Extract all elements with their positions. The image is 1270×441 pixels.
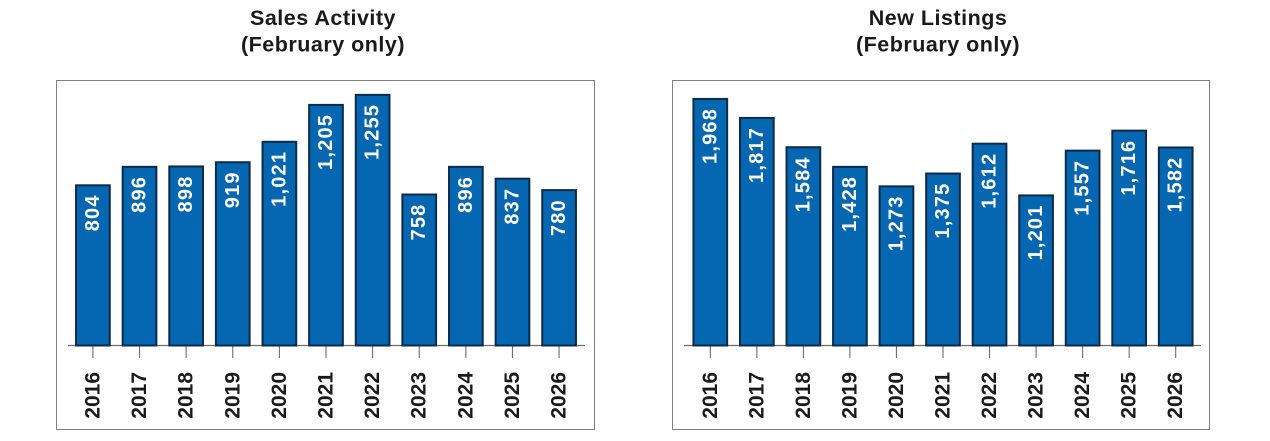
svg-text:2016: 2016 — [699, 372, 722, 419]
svg-text:2020: 2020 — [268, 372, 291, 419]
svg-text:2019: 2019 — [838, 372, 861, 419]
svg-text:2018: 2018 — [175, 372, 198, 419]
svg-text:2016: 2016 — [81, 372, 104, 419]
svg-text:1,968: 1,968 — [699, 108, 721, 164]
svg-text:837: 837 — [501, 188, 523, 225]
svg-text:1,584: 1,584 — [792, 156, 814, 212]
svg-text:896: 896 — [455, 176, 477, 213]
svg-text:2020: 2020 — [885, 372, 908, 419]
svg-text:2019: 2019 — [221, 372, 244, 419]
svg-text:2017: 2017 — [745, 372, 768, 419]
svg-text:2026: 2026 — [1164, 372, 1187, 419]
svg-text:1,817: 1,817 — [746, 127, 768, 183]
svg-text:(February only): (February only) — [241, 33, 405, 57]
svg-text:2023: 2023 — [408, 372, 431, 419]
svg-text:(February only): (February only) — [856, 33, 1020, 57]
svg-text:2018: 2018 — [792, 372, 815, 419]
svg-text:1,557: 1,557 — [1072, 160, 1094, 216]
svg-text:1,716: 1,716 — [1118, 140, 1140, 196]
svg-text:2022: 2022 — [361, 372, 384, 419]
svg-text:Sales Activity: Sales Activity — [250, 6, 396, 30]
svg-text:2024: 2024 — [1071, 372, 1094, 419]
svg-text:2021: 2021 — [932, 372, 955, 419]
svg-text:1,201: 1,201 — [1025, 204, 1047, 260]
svg-text:2017: 2017 — [128, 372, 151, 419]
svg-text:1,273: 1,273 — [885, 195, 907, 251]
svg-text:1,021: 1,021 — [268, 151, 290, 207]
svg-text:758: 758 — [408, 204, 430, 241]
svg-text:896: 896 — [129, 176, 151, 213]
svg-text:919: 919 — [222, 171, 244, 208]
svg-text:2025: 2025 — [501, 372, 524, 419]
svg-text:2021: 2021 — [315, 372, 338, 419]
svg-text:2023: 2023 — [1025, 372, 1048, 419]
svg-text:804: 804 — [82, 194, 104, 231]
svg-text:898: 898 — [175, 175, 197, 212]
svg-text:780: 780 — [548, 199, 570, 236]
svg-text:1,612: 1,612 — [979, 153, 1001, 209]
svg-text:1,205: 1,205 — [315, 114, 337, 170]
svg-text:1,375: 1,375 — [932, 183, 954, 239]
svg-text:2026: 2026 — [548, 372, 571, 419]
svg-text:2022: 2022 — [978, 372, 1001, 419]
svg-text:2025: 2025 — [1118, 372, 1141, 419]
svg-text:1,428: 1,428 — [839, 176, 861, 232]
svg-text:1,255: 1,255 — [362, 104, 384, 160]
svg-text:1,582: 1,582 — [1165, 156, 1187, 212]
svg-text:New Listings: New Listings — [869, 6, 1008, 30]
svg-text:2024: 2024 — [454, 372, 477, 419]
